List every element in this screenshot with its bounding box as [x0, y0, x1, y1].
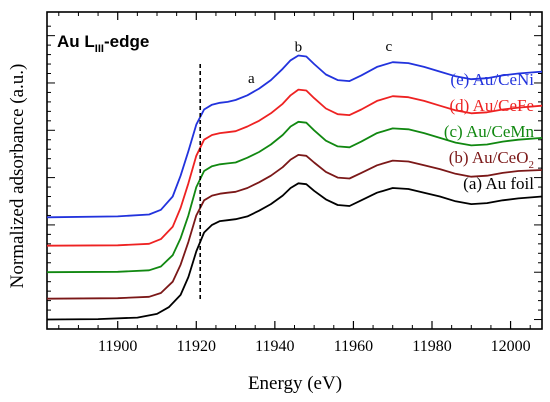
y-axis-label: Normalized adsorbance (a.u.) [7, 64, 28, 289]
x-tick-label: 11980 [412, 338, 451, 355]
peak-label-a: a [248, 71, 255, 87]
plot-axes [46, 11, 543, 330]
x-tick-label: 12000 [491, 338, 531, 355]
series-line-3 [46, 120, 543, 274]
title-tail: -edge [104, 32, 149, 51]
x-tick-label: 11940 [255, 338, 294, 355]
legend-label: (b) Au/CeO [449, 148, 529, 167]
chart-title: Au LIII-edge [57, 32, 149, 55]
legend-entry-5: (e) Au/CeNi [450, 70, 534, 89]
series-line-1 [46, 182, 543, 321]
series-line-2 [46, 154, 543, 300]
legend-entry-1: (a) Au foil [463, 174, 534, 193]
axis-ticks: 11900 11920 11940 11960 11980 12000 [47, 12, 542, 355]
legend-label: (d) Au/CeFe [449, 96, 534, 115]
legend-label: (a) Au foil [463, 174, 534, 193]
legend-subscript: 2 [529, 159, 535, 171]
legend-entry-4: (d) Au/CeFe [449, 96, 534, 115]
title-subscript: III [95, 43, 104, 55]
annotations: a b c (a) Au foil (b) Au/CeO2 (c) Au/CeMn (d) … [199, 39, 535, 301]
title-main: Au L [57, 32, 95, 51]
x-tick-label: 11960 [334, 338, 373, 355]
legend-label: (c) Au/CeMn [444, 122, 535, 141]
legend-entry-3: (c) Au/CeMn [444, 122, 535, 141]
legend-entry-2: (b) Au/CeO2 [449, 148, 534, 171]
legend-label: (e) Au/CeNi [450, 70, 534, 89]
x-tick-label: 11900 [98, 338, 137, 355]
series-lines [46, 54, 543, 321]
series-line-5 [46, 54, 543, 219]
series-line-4 [46, 88, 543, 247]
peak-label-b: b [295, 40, 303, 56]
plot-frame [46, 11, 543, 330]
x-axis-label: Energy (eV) [248, 373, 342, 394]
x-tick-label: 11920 [177, 338, 216, 355]
peak-label-c: c [385, 39, 392, 55]
